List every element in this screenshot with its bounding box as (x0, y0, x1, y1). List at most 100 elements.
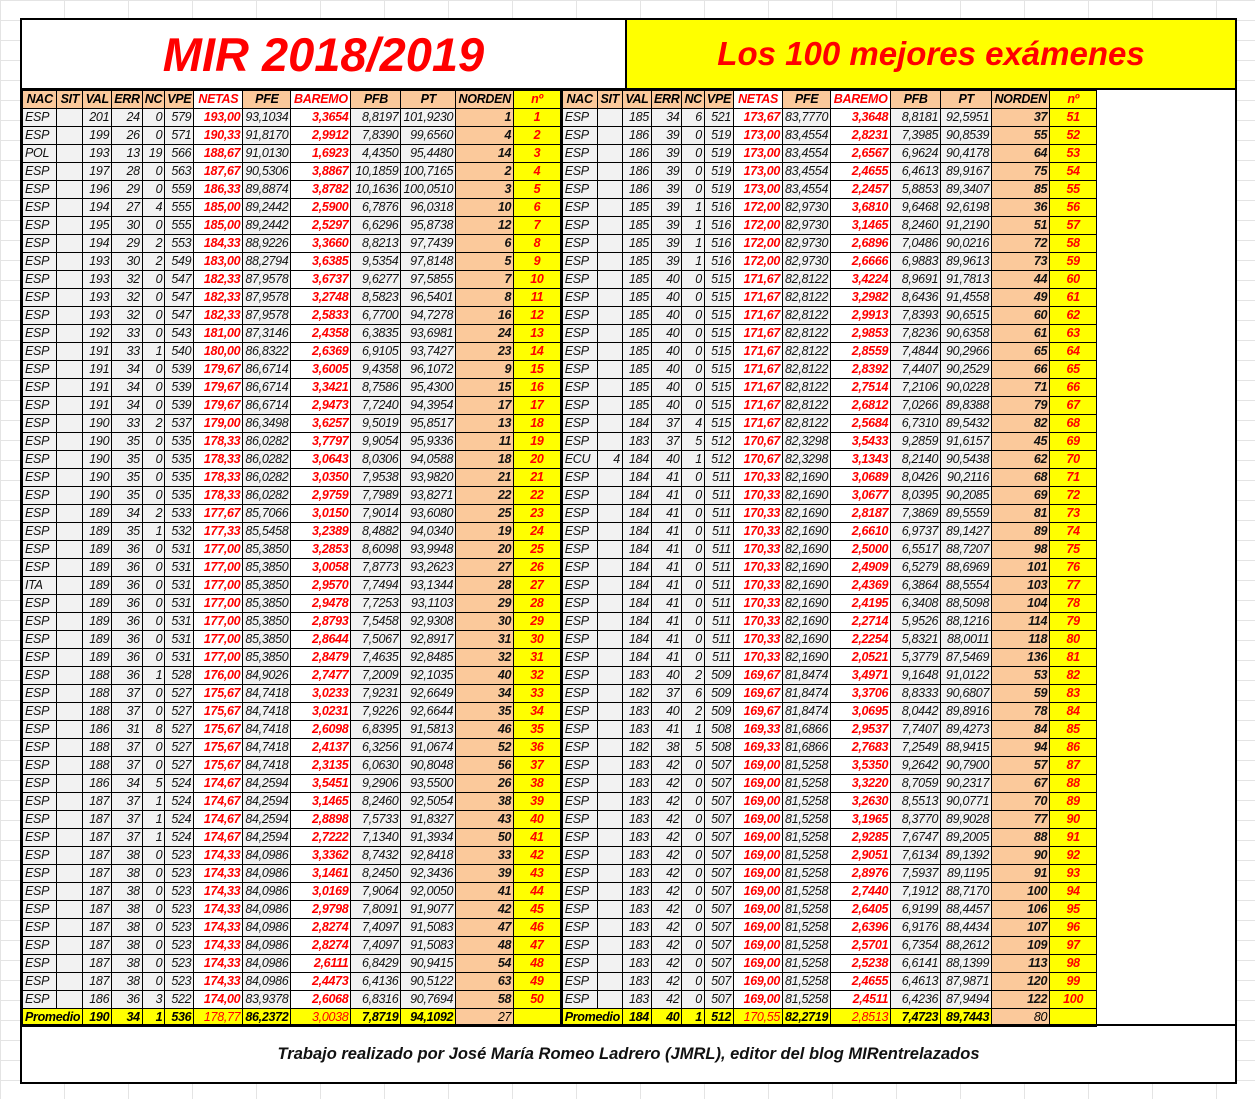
column-header-sit[interactable]: SIT (56, 90, 84, 109)
cell-nac: ESP (561, 216, 598, 235)
cell-vpe: 535 (164, 432, 195, 451)
cell-pt: 88,2612 (940, 936, 993, 955)
cell-err: 32 (111, 288, 143, 307)
cell-pfb: 7,4635 (350, 648, 402, 667)
column-header-baremo[interactable]: BAREMO (830, 90, 892, 109)
column-header-nc[interactable]: NC (141, 90, 166, 109)
cell-rank: 68 (1049, 414, 1098, 433)
cell-baremo: 2,4195 (830, 594, 892, 613)
cell-pfe: 84,0986 (242, 918, 292, 937)
cell-vpe: 547 (164, 306, 195, 325)
cell-nac: ESP (21, 756, 58, 775)
column-header-pfb[interactable]: PFB (890, 90, 942, 109)
cell-rank: 44 (513, 882, 562, 901)
cell-val: 183 (621, 864, 652, 883)
cell-baremo: 2,0521 (830, 648, 892, 667)
cell-sit (56, 900, 84, 919)
column-header-val[interactable]: VAL (621, 90, 652, 109)
cell-baremo: 2,9478 (290, 594, 352, 613)
cell-pfb: 6,9737 (890, 522, 942, 541)
column-header-pfe[interactable]: PFE (242, 90, 292, 109)
cell-baremo: 2,8392 (830, 360, 892, 379)
column-header-nc[interactable]: NC (681, 90, 705, 109)
cell-sit (56, 846, 84, 865)
cell-pt: 88,4434 (940, 918, 993, 937)
cell-err: 42 (650, 828, 683, 847)
cell-val: 186 (621, 162, 652, 181)
cell-nc: 0 (681, 630, 705, 649)
cell-val: 190 (82, 450, 113, 469)
cell-rank: 5 (513, 180, 562, 199)
cell-pt: 92,8418 (400, 846, 457, 865)
cell-vpe: 515 (703, 306, 735, 325)
column-header-norden[interactable]: NORDEN (455, 90, 515, 109)
cell-rank: 92 (1049, 846, 1098, 865)
column-header-rank[interactable]: nº (1049, 90, 1098, 109)
cell-nac: ESP (21, 684, 58, 703)
column-header-norden[interactable]: NORDEN (991, 90, 1051, 109)
column-header-err[interactable]: ERR (111, 90, 143, 109)
cell-vpe: 537 (164, 414, 195, 433)
cell-norden: 75 (991, 162, 1051, 181)
cell-val: 189 (82, 576, 113, 595)
cell-rank: 72 (1049, 486, 1098, 505)
cell-norden: 28 (455, 576, 515, 595)
cell-nac: ESP (21, 432, 58, 451)
column-header-rank[interactable]: nº (513, 90, 562, 109)
cell-pt: 89,1427 (940, 522, 993, 541)
cell-pfb: 9,2906 (350, 774, 402, 793)
cell-vpe: 511 (703, 576, 735, 595)
cell-pt: 95,4300 (400, 378, 457, 397)
column-header-pfe[interactable]: PFE (782, 90, 832, 109)
table-row: ESP 185 39 1 516 172,00 82,9730 2,6666 6,9883 89,… (561, 252, 1098, 271)
column-header-val[interactable]: VAL (82, 90, 113, 109)
cell-sit (56, 270, 84, 289)
column-header-nac[interactable]: NAC (561, 90, 598, 109)
cell-nac: ESP (21, 864, 58, 883)
column-header-netas[interactable]: NETAS (193, 90, 244, 109)
cell-nac: ESP (21, 918, 58, 937)
table-row: ESP 184 41 0 511 170,33 82,1690 2,5000 6,5517 88,… (561, 540, 1098, 559)
cell-rank: 76 (1049, 558, 1098, 577)
average-pt: 89,7443 (940, 1008, 993, 1027)
cell-rank: 82 (1049, 666, 1098, 685)
column-header-netas[interactable]: NETAS (733, 90, 784, 109)
column-header-sit[interactable]: SIT (596, 90, 623, 109)
cell-nc: 0 (141, 612, 166, 631)
cell-pfb: 8,3770 (890, 810, 942, 829)
cell-val: 185 (621, 234, 652, 253)
cell-baremo: 3,3706 (830, 684, 892, 703)
cell-norden: 47 (455, 918, 515, 937)
cell-netas: 185,00 (193, 198, 244, 217)
cell-netas: 170,67 (733, 450, 784, 469)
cell-pfe: 82,9730 (782, 252, 832, 271)
cell-nac: ESP (21, 198, 58, 217)
cell-norden: 68 (991, 468, 1051, 487)
cell-err: 40 (650, 306, 683, 325)
column-header-nac[interactable]: NAC (21, 90, 58, 109)
cell-nac: ESP (561, 360, 598, 379)
column-header-pt[interactable]: PT (400, 90, 457, 109)
cell-netas: 172,00 (733, 216, 784, 235)
cell-err: 40 (650, 342, 683, 361)
cell-pfb: 7,0266 (890, 396, 942, 415)
cell-nac: ESP (21, 558, 58, 577)
cell-pt: 88,5098 (940, 594, 993, 613)
column-header-baremo[interactable]: BAREMO (290, 90, 352, 109)
cell-pt: 90,2116 (940, 468, 993, 487)
column-header-pfb[interactable]: PFB (350, 90, 402, 109)
table-row: ESP 184 41 0 511 170,33 82,1690 2,2714 5,9526 88,… (561, 612, 1098, 631)
cell-netas: 174,33 (193, 846, 244, 865)
cell-baremo: 2,4655 (830, 162, 892, 181)
cell-val: 189 (82, 648, 113, 667)
cell-rank: 4 (513, 162, 562, 181)
table-row: ESP 190 35 0 535 178,33 86,0282 3,0643 8,0306 94,… (21, 450, 562, 469)
column-header-vpe[interactable]: VPE (703, 90, 735, 109)
cell-vpe: 511 (703, 558, 735, 577)
column-header-err[interactable]: ERR (650, 90, 683, 109)
cell-pfe: 82,1690 (782, 630, 832, 649)
cell-rank: 94 (1049, 882, 1098, 901)
table-row: ESP 183 42 0 507 169,00 81,5258 3,2630 8,5513 90,… (561, 792, 1098, 811)
column-header-pt[interactable]: PT (940, 90, 993, 109)
column-header-vpe[interactable]: VPE (164, 90, 195, 109)
